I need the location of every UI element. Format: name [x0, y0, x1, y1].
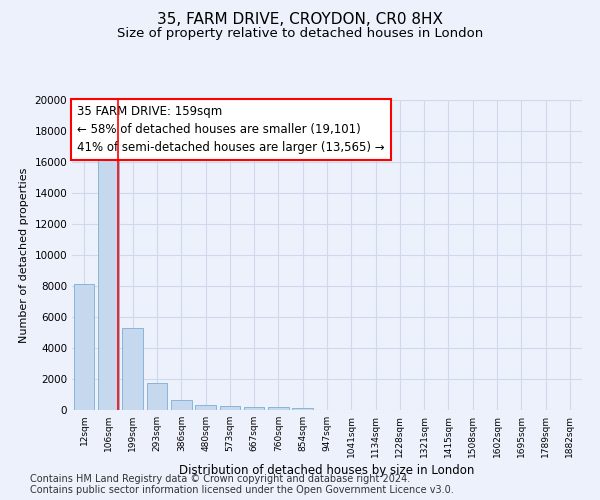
Bar [122, 328, 143, 410]
Bar [268, 408, 289, 410]
Bar [244, 407, 265, 410]
Text: Size of property relative to detached houses in London: Size of property relative to detached ho… [117, 28, 483, 40]
Bar [220, 406, 240, 410]
Bar [195, 404, 216, 410]
Bar [292, 408, 313, 410]
Text: Contains public sector information licensed under the Open Government Licence v3: Contains public sector information licen… [30, 485, 454, 495]
Text: 35, FARM DRIVE, CROYDON, CR0 8HX: 35, FARM DRIVE, CROYDON, CR0 8HX [157, 12, 443, 28]
X-axis label: Distribution of detached houses by size in London: Distribution of detached houses by size … [179, 464, 475, 477]
Bar [146, 383, 167, 410]
Text: Contains HM Land Registry data © Crown copyright and database right 2024.: Contains HM Land Registry data © Crown c… [30, 474, 410, 484]
Bar [98, 154, 119, 410]
Bar [171, 400, 191, 410]
Bar [74, 284, 94, 410]
Text: 35 FARM DRIVE: 159sqm
← 58% of detached houses are smaller (19,101)
41% of semi-: 35 FARM DRIVE: 159sqm ← 58% of detached … [77, 104, 385, 154]
Y-axis label: Number of detached properties: Number of detached properties [19, 168, 29, 342]
